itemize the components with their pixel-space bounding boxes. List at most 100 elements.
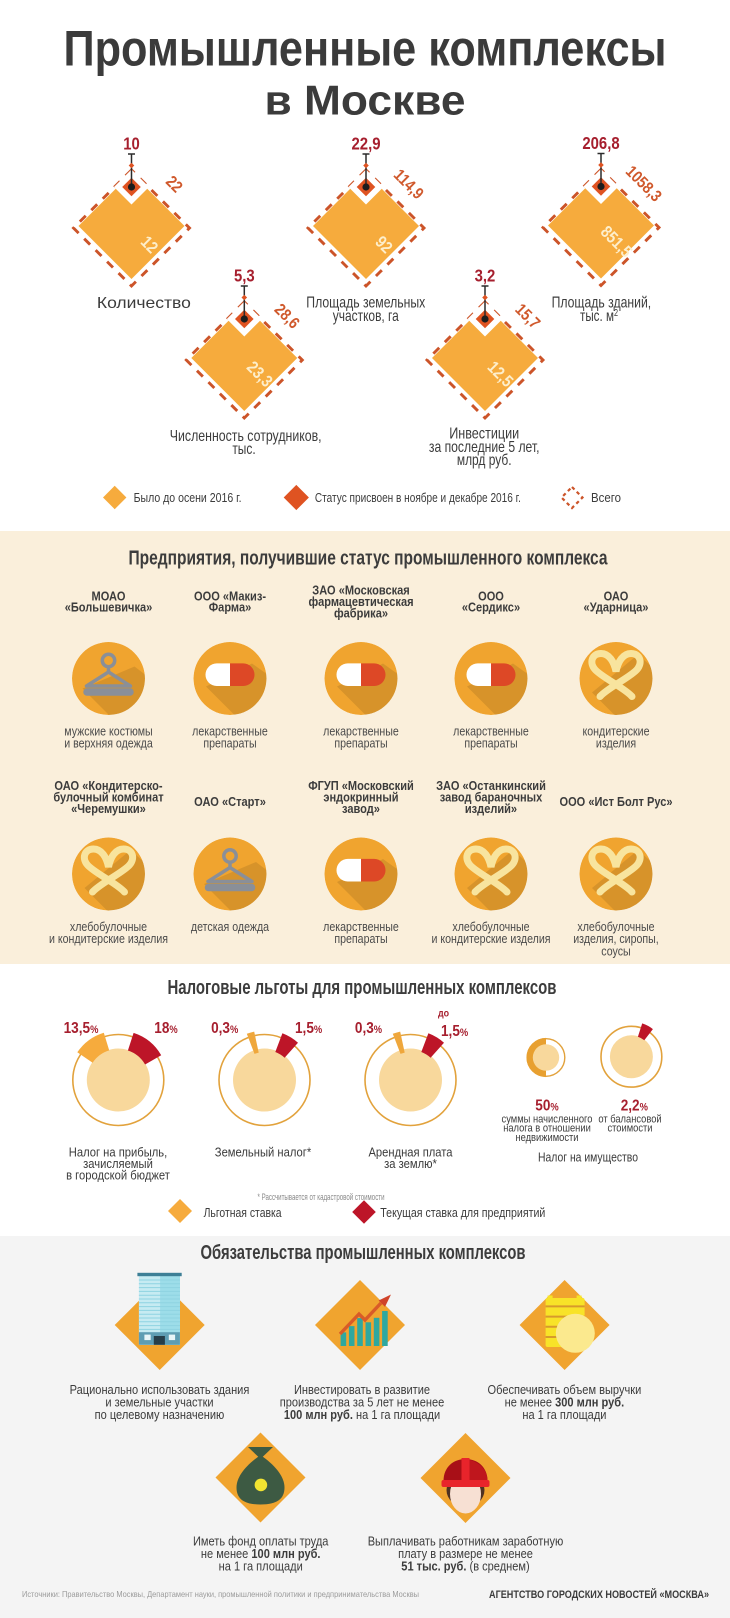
svg-text:Промышленные комплексы: Промышленные комплексы xyxy=(64,21,667,77)
svg-text:за землю*: за землю* xyxy=(384,1156,437,1171)
svg-text:по целевому назначению: по целевому назначению xyxy=(95,1407,225,1422)
svg-text:ООО «Макиз-: ООО «Макиз- xyxy=(194,588,266,603)
svg-text:не менее 100 млн руб.: не менее 100 млн руб. xyxy=(201,1546,321,1561)
svg-text:эндокринный: эндокринный xyxy=(323,790,398,805)
svg-text:фабрика»: фабрика» xyxy=(334,605,388,620)
svg-text:206,8: 206,8 xyxy=(582,133,619,153)
svg-text:Фарма»: Фарма» xyxy=(209,600,252,615)
svg-text:завод»: завод» xyxy=(342,801,380,816)
svg-text:100 млн руб. на 1 га площади: 100 млн руб. на 1 га площади xyxy=(284,1407,440,1422)
svg-text:3,2: 3,2 xyxy=(475,266,496,286)
svg-text:соусы: соусы xyxy=(601,944,630,958)
svg-text:хлебобулочные: хлебобулочные xyxy=(452,920,529,934)
svg-text:Иметь фонд оплаты труда: Иметь фонд оплаты труда xyxy=(193,1534,329,1549)
svg-text:млрд руб.: млрд руб. xyxy=(457,452,512,469)
svg-text:0,3%: 0,3% xyxy=(211,1020,238,1037)
svg-text:плату в размере не менее: плату в размере не менее xyxy=(398,1546,533,1561)
svg-text:стоимости: стоимости xyxy=(607,1123,652,1135)
svg-text:в городской бюджет: в городской бюджет xyxy=(66,1168,170,1183)
svg-text:50%: 50% xyxy=(535,1097,559,1114)
svg-text:51 тыс. руб. (в среднем): 51 тыс. руб. (в среднем) xyxy=(401,1559,529,1574)
svg-text:ЗАО «Останкинский: ЗАО «Останкинский xyxy=(436,778,546,793)
svg-text:лекарственные: лекарственные xyxy=(323,920,399,934)
svg-text:препараты: препараты xyxy=(334,932,387,946)
svg-text:ФГУП «Московский: ФГУП «Московский xyxy=(308,778,414,793)
svg-text:и кондитерские изделия: и кондитерские изделия xyxy=(431,932,550,946)
svg-text:булочный комбинат: булочный комбинат xyxy=(53,790,163,805)
svg-text:на 1 га площади: на 1 га площади xyxy=(522,1407,606,1422)
svg-text:Льготная ставка: Льготная ставка xyxy=(204,1205,283,1220)
svg-text:и кондитерские изделия: и кондитерские изделия xyxy=(49,932,168,946)
svg-text:Площадь зданий,: Площадь зданий, xyxy=(552,295,652,312)
svg-text:изделий»: изделий» xyxy=(465,801,517,816)
svg-text:лекарственные: лекарственные xyxy=(453,724,529,738)
svg-text:Количество: Количество xyxy=(97,295,191,312)
svg-text:Предприятия, получившие статус: Предприятия, получившие статус промышлен… xyxy=(129,548,609,570)
svg-text:Численность сотрудников,: Численность сотрудников, xyxy=(170,428,322,445)
svg-text:Арендная плата: Арендная плата xyxy=(368,1145,453,1160)
svg-text:в Москве: в Москве xyxy=(265,77,466,124)
svg-text:на 1 га площади: на 1 га площади xyxy=(219,1559,303,1574)
svg-text:детская одежда: детская одежда xyxy=(191,920,269,934)
svg-text:Всего: Всего xyxy=(591,490,621,505)
svg-text:завод бараночных: завод бараночных xyxy=(440,790,543,805)
svg-text:2,2%: 2,2% xyxy=(621,1097,648,1114)
svg-text:22,9: 22,9 xyxy=(352,134,381,154)
svg-text:препараты: препараты xyxy=(464,737,517,751)
svg-text:«Черемушки»: «Черемушки» xyxy=(71,801,146,816)
svg-text:10: 10 xyxy=(123,134,140,154)
svg-text:Было до осени 2016 г.: Было до осени 2016 г. xyxy=(134,490,242,505)
svg-text:и верхняя одежда: и верхняя одежда xyxy=(64,737,153,751)
svg-text:Обязательства промышленных ком: Обязательства промышленных комплексов xyxy=(201,1242,526,1264)
svg-text:Налог на имущество: Налог на имущество xyxy=(538,1151,638,1165)
svg-text:АГЕНТСТВО ГОРОДСКИХ НОВОСТЕЙ «: АГЕНТСТВО ГОРОДСКИХ НОВОСТЕЙ «МОСКВА» xyxy=(489,1588,709,1601)
svg-text:Земельный налог*: Земельный налог* xyxy=(215,1145,311,1160)
svg-text:Инвестировать в развитие: Инвестировать в развитие xyxy=(294,1382,430,1397)
svg-text:Налог на прибыль,: Налог на прибыль, xyxy=(69,1145,168,1160)
svg-text:13,5%: 13,5% xyxy=(64,1020,99,1037)
svg-text:Налоговые льготы для промышлен: Налоговые льготы для промышленных компле… xyxy=(168,977,557,999)
svg-text:тыс. м2: тыс. м2 xyxy=(580,308,618,325)
svg-text:«Большевичка»: «Большевичка» xyxy=(65,600,153,615)
svg-text:препараты: препараты xyxy=(203,737,256,751)
svg-text:Статус присвоен в ноябре и дек: Статус присвоен в ноябре и декабре 2016 … xyxy=(315,490,521,505)
svg-text:1,5%: 1,5% xyxy=(441,1023,468,1040)
svg-text:Обеспечивать объем выручки: Обеспечивать объем выручки xyxy=(488,1382,642,1397)
svg-text:Текущая ставка для предприятий: Текущая ставка для предприятий xyxy=(380,1205,545,1220)
svg-text:хлебобулочные: хлебобулочные xyxy=(577,920,654,934)
svg-text:«Ударница»: «Ударница» xyxy=(584,600,649,615)
svg-text:тыс.: тыс. xyxy=(232,441,255,458)
svg-text:1,5%: 1,5% xyxy=(295,1020,322,1037)
svg-text:ОАО «Кондитерско-: ОАО «Кондитерско- xyxy=(54,778,162,793)
svg-text:суммы начисленного: суммы начисленного xyxy=(502,1114,593,1126)
svg-text:лекарственные: лекарственные xyxy=(323,724,399,738)
svg-text:зачисляемый: зачисляемый xyxy=(83,1156,153,1171)
svg-text:18%: 18% xyxy=(154,1020,178,1037)
svg-text:ОАО: ОАО xyxy=(604,588,629,603)
svg-text:0,3%: 0,3% xyxy=(355,1020,382,1037)
svg-text:не менее 300 млн руб.: не менее 300 млн руб. xyxy=(505,1395,625,1410)
svg-text:МОАО: МОАО xyxy=(92,588,126,603)
svg-text:хлебобулочные: хлебобулочные xyxy=(70,920,147,934)
svg-text:Рационально использовать здани: Рационально использовать здания xyxy=(70,1382,250,1397)
svg-text:участков, га: участков, га xyxy=(333,308,399,325)
svg-text:ООО: ООО xyxy=(478,588,504,603)
svg-text:Инвестиции: Инвестиции xyxy=(449,425,519,442)
svg-text:и земельные участки: и земельные участки xyxy=(105,1395,213,1410)
svg-text:недвижимости: недвижимости xyxy=(515,1132,578,1144)
svg-text:Площадь земельных: Площадь земельных xyxy=(306,295,425,312)
svg-text:препараты: препараты xyxy=(334,737,387,751)
svg-text:лекарственные: лекарственные xyxy=(192,724,268,738)
svg-text:ООО «Ист Болт Рус»: ООО «Ист Болт Рус» xyxy=(560,794,673,809)
svg-text:изделия, сиропы,: изделия, сиропы, xyxy=(573,932,659,946)
svg-text:«Сердикс»: «Сердикс» xyxy=(462,600,520,615)
svg-text:производства за 5 лет не менее: производства за 5 лет не менее xyxy=(280,1395,445,1410)
svg-text:мужские костюмы: мужские костюмы xyxy=(64,724,152,738)
svg-text:Выплачивать работникам заработ: Выплачивать работникам заработную xyxy=(368,1534,564,1549)
svg-text:за последние 5 лет,: за последние 5 лет, xyxy=(429,439,540,456)
svg-text:ОАО «Старт»: ОАО «Старт» xyxy=(194,794,266,809)
svg-text:изделия: изделия xyxy=(596,737,636,751)
svg-text:налога в отношении: налога в отношении xyxy=(503,1123,591,1135)
svg-text:фармацевтическая: фармацевтическая xyxy=(308,594,413,609)
svg-text:кондитерские: кондитерские xyxy=(582,724,649,738)
